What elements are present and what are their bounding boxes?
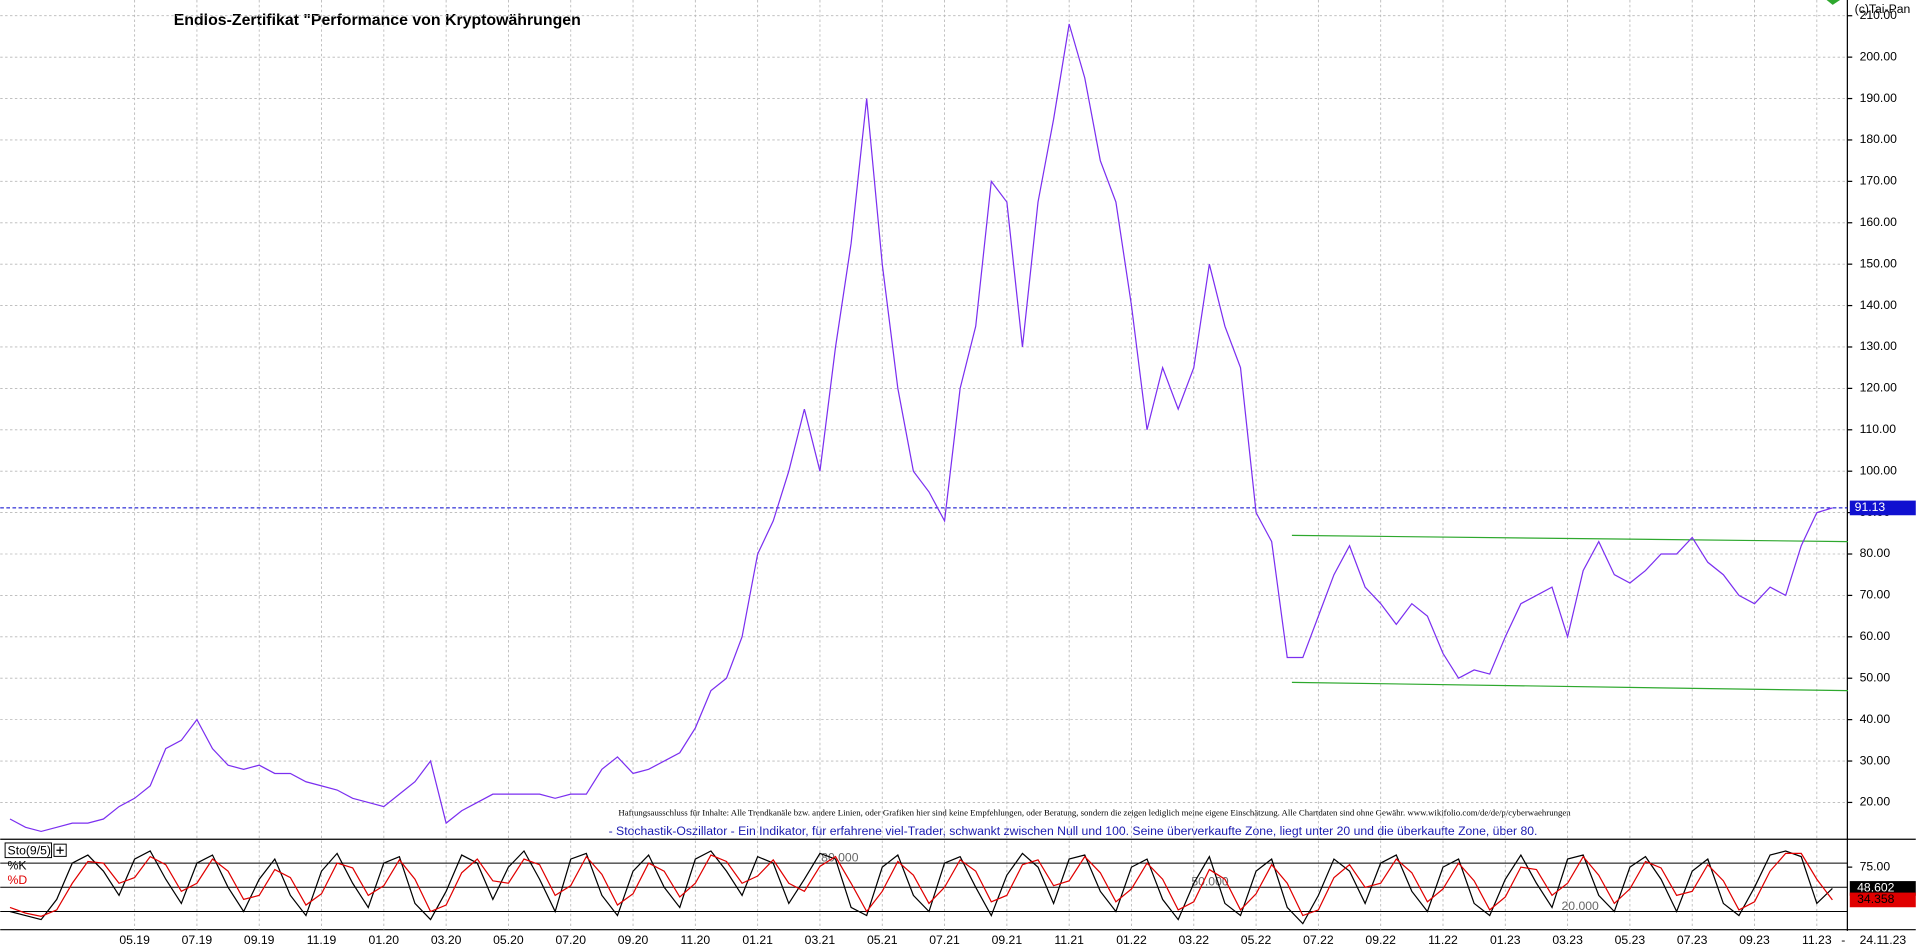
y-tick-label: 180.00 (1860, 132, 1898, 146)
x-tick-label: 11.23 (1802, 933, 1832, 947)
x-tick-label: 09.20 (618, 933, 649, 947)
indicator-box (4, 842, 53, 859)
x-tick-label: 01.21 (742, 933, 773, 947)
indicator-button-icon (56, 846, 64, 854)
last-value-label: 48.602 (1857, 881, 1895, 895)
series-line (9, 23, 1833, 833)
x-tick-label: 03.21 (805, 933, 836, 947)
legend-k: %K (8, 858, 27, 872)
y-tick-label: 170.00 (1860, 174, 1898, 188)
chart-title: Endlos-Zertifikat "Performance von Krypt… (174, 12, 581, 29)
x-tick-label: 11.22 (1428, 933, 1458, 947)
y-tick-label: 50.00 (1860, 670, 1891, 684)
x-tick-label: 01.23 (1490, 933, 1521, 947)
x-tick-label: 09.21 (992, 933, 1023, 947)
x-tick-label: 03.20 (431, 933, 462, 947)
trendline (1291, 681, 1848, 692)
y-tick-label: 140.00 (1860, 298, 1898, 312)
y-tick-label: 75.00 (1860, 859, 1891, 873)
y-tick-label: 130.00 (1860, 339, 1898, 353)
copyright: (c)Tai-Pan (1855, 2, 1911, 16)
price-label: 91.13 (1855, 500, 1886, 514)
series-line (9, 849, 1833, 925)
x-tick-label: 11.19 (307, 933, 337, 947)
last-value-label: 34.358 (1857, 892, 1895, 906)
corner-marker (1826, 0, 1841, 5)
date-label: 24.11.23 (1860, 933, 1907, 947)
x-tick-label: 05.22 (1241, 933, 1272, 947)
last-value-box (1849, 892, 1916, 908)
x-tick-label: 05.21 (867, 933, 898, 947)
level-label: 50.000 (1191, 875, 1229, 889)
y-tick-label: 40.00 (1860, 712, 1891, 726)
disclaimer: Haftungsausschluss für Inhalte: Alle Tre… (618, 808, 1571, 818)
y-tick-label: 110.00 (1860, 422, 1897, 436)
date-separator: - (1841, 933, 1845, 947)
y-tick-label: 190.00 (1860, 91, 1898, 105)
x-tick-label: 01.20 (369, 933, 400, 947)
oscillator-description: - Stochastik-Oszillator - Ein Indikator,… (609, 824, 1538, 838)
price-label-box (1849, 500, 1916, 516)
x-tick-label: 01.22 (1116, 933, 1147, 947)
trendline (1291, 534, 1848, 543)
x-tick-label: 09.19 (244, 933, 275, 947)
y-tick-label: 200.00 (1860, 49, 1898, 63)
y-tick-label: 100.00 (1860, 463, 1898, 477)
x-tick-label: 07.20 (555, 933, 586, 947)
last-value-box (1849, 881, 1916, 896)
x-tick-label: 03.22 (1179, 933, 1210, 947)
y-tick-label: 150.00 (1860, 256, 1898, 270)
y-tick-label: 120.00 (1860, 381, 1898, 395)
x-tick-label: 11.21 (1054, 933, 1084, 947)
y-tick-label: 70.00 (1860, 588, 1891, 602)
y-tick-label: 80.00 (1860, 546, 1891, 560)
x-tick-label: 05.19 (119, 933, 150, 947)
x-tick-label: 05.23 (1615, 933, 1646, 947)
legend-d: %D (8, 873, 28, 887)
x-tick-label: 09.23 (1739, 933, 1770, 947)
level-label: 80.000 (821, 850, 859, 864)
x-tick-label: 09.22 (1365, 933, 1396, 947)
level-label: 20.000 (1561, 899, 1599, 913)
y-tick-label: 160.00 (1860, 215, 1898, 229)
indicator-label: Sto(9/5) (8, 844, 51, 858)
x-tick-label: 03.23 (1552, 933, 1583, 947)
x-tick-label: 07.22 (1303, 933, 1334, 947)
y-tick-label: 20.00 (1860, 795, 1891, 809)
series-line (9, 852, 1833, 917)
y-tick-label: 60.00 (1860, 629, 1891, 643)
y-tick-label: 210.00 (1860, 8, 1898, 22)
x-tick-label: 11.20 (681, 933, 711, 947)
x-tick-label: 07.21 (929, 933, 960, 947)
x-tick-label: 05.20 (493, 933, 524, 947)
x-tick-label: 07.23 (1677, 933, 1708, 947)
x-tick-label: 07.19 (182, 933, 213, 947)
y-tick-label: 30.00 (1860, 753, 1891, 767)
